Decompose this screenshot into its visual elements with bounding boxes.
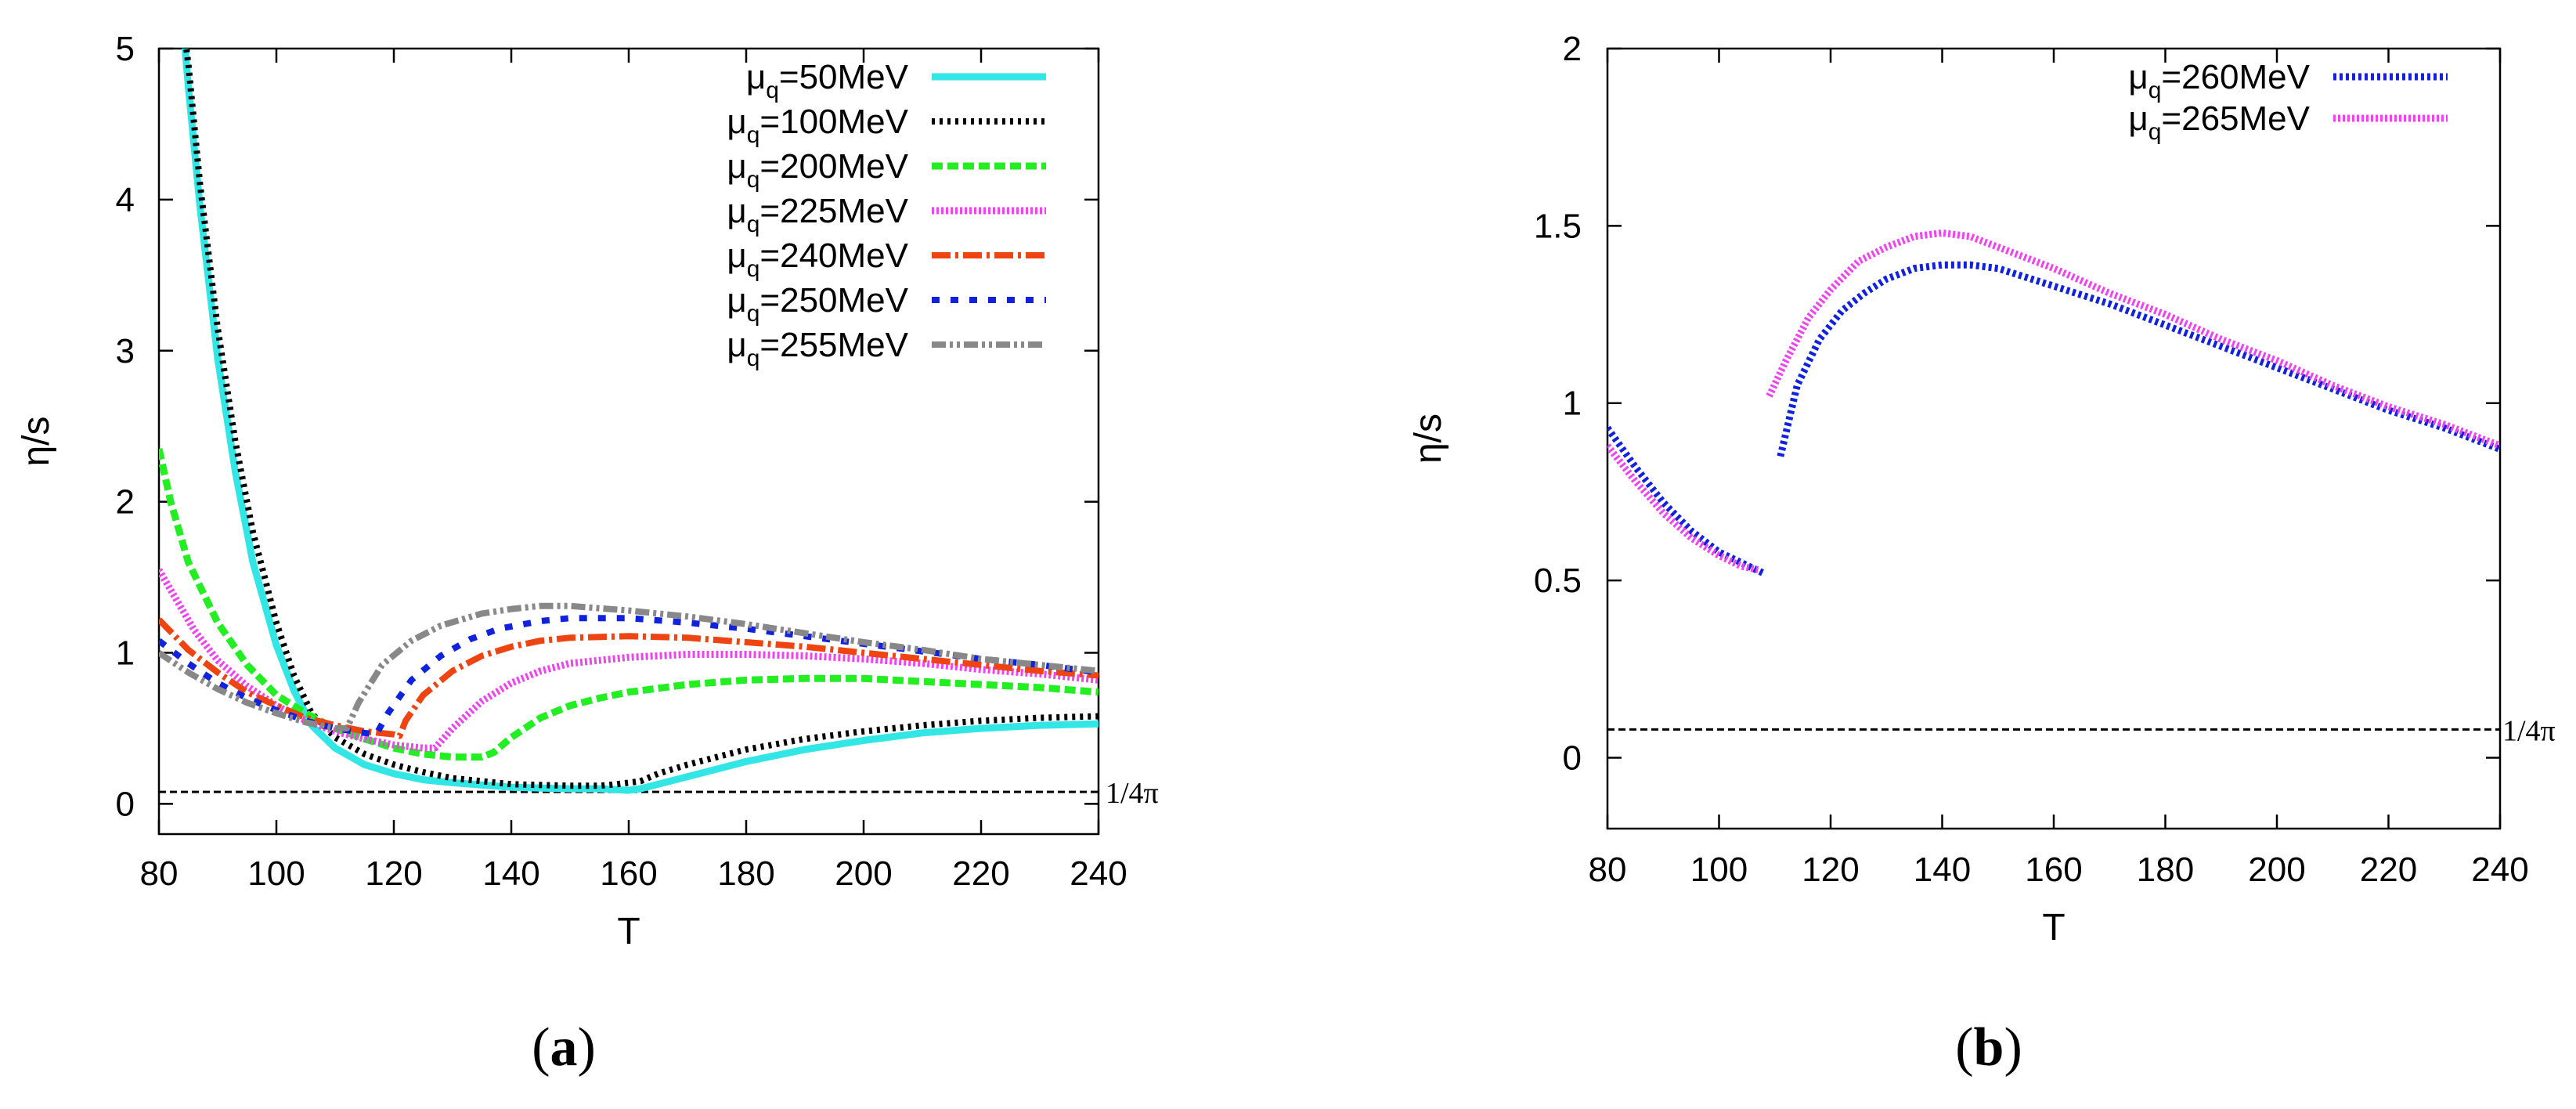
legend-value: =265MeV xyxy=(2161,99,2310,138)
x-tick-label: 120 xyxy=(365,854,422,893)
x-tick-label: 180 xyxy=(717,854,774,893)
x-tick-label: 80 xyxy=(1589,851,1627,889)
x-axis-label: T xyxy=(617,911,640,952)
legend-entry-label: μq=240MeV xyxy=(727,237,908,282)
caption-paren-close: ) xyxy=(2004,1017,2022,1078)
legend-entry-label: μq=50MeV xyxy=(746,58,909,103)
legend-mu: μ xyxy=(727,147,746,186)
y-tick-label: 1 xyxy=(116,634,135,673)
legend-entry-label: μq=255MeV xyxy=(727,326,908,371)
legend-mu: μ xyxy=(727,237,746,275)
y-tick-label: 2 xyxy=(1563,30,1582,68)
legend-value: =200MeV xyxy=(759,147,908,186)
legend-subscript: q xyxy=(747,345,760,371)
legend-entry-label: μq=250MeV xyxy=(727,281,908,327)
series-line-a-6 xyxy=(159,602,1099,732)
plot-frame-b xyxy=(1606,47,2502,830)
legend-value: =225MeV xyxy=(759,192,908,230)
legend-value: =50MeV xyxy=(779,58,909,96)
series-line-a-3 xyxy=(159,568,1099,752)
reference-line-label: 1/4π xyxy=(2502,714,2556,747)
x-tick-label: 240 xyxy=(2471,851,2528,889)
legend-subscript: q xyxy=(766,78,779,103)
legend-value: =255MeV xyxy=(759,326,908,364)
series-line-b-0-seg1 xyxy=(1777,261,2500,457)
y-tick-label: 2 xyxy=(116,483,135,522)
x-tick-label: 120 xyxy=(1802,851,1859,889)
legend-mu: μ xyxy=(746,58,766,96)
series-line-b-0-seg0 xyxy=(1607,425,1766,577)
x-tick-label: 200 xyxy=(2248,851,2305,889)
y-tick-label: 0 xyxy=(1563,739,1582,777)
legend-mu: μ xyxy=(2128,58,2148,96)
caption-paren-open: ( xyxy=(1955,1017,1973,1078)
legend-subscript: q xyxy=(2148,119,2162,145)
series-line-b-1-seg0 xyxy=(1607,443,1759,573)
reference-line-label: 1/4π xyxy=(1106,777,1159,810)
legend-mu: μ xyxy=(2128,99,2148,138)
y-tick-label: 1.5 xyxy=(1534,207,1582,245)
chart-panel-b: 80 100 120 140 160 180 200 220 240 0 0.5 1 1.5 2 Tη/s 1… xyxy=(1408,30,2556,1078)
legend-value: =100MeV xyxy=(759,103,908,141)
y-tick-label: 3 xyxy=(116,332,135,370)
panel-caption: (a) xyxy=(532,1017,596,1078)
legend-value: =250MeV xyxy=(759,281,908,320)
x-tick-label: 220 xyxy=(2360,851,2417,889)
series-line-b-1-seg1 xyxy=(1766,229,2500,450)
y-axis-label: η/s xyxy=(16,416,57,466)
legend-mu: μ xyxy=(727,326,746,364)
legend-subscript: q xyxy=(2148,78,2162,103)
legend-entry-label: μq=260MeV xyxy=(2128,58,2310,103)
series-line-a-4 xyxy=(159,617,1099,739)
legend-subscript: q xyxy=(747,256,760,282)
legend-subscript: q xyxy=(747,211,760,237)
chart-panel-a: 80 100 120 140 160 180 200 220 240 0 1 2 3 4 5 Tη/s 1/4π… xyxy=(16,30,1159,1078)
x-tick-label: 200 xyxy=(835,854,892,893)
legend-subscript: q xyxy=(747,167,760,193)
series-line-a-1 xyxy=(182,49,1099,789)
legend-entry-label: μq=265MeV xyxy=(2128,99,2310,145)
x-tick-label: 80 xyxy=(140,854,179,893)
legend-subscript: q xyxy=(747,301,760,327)
x-tick-label: 140 xyxy=(1914,851,1971,889)
y-axis-label: η/s xyxy=(1408,414,1449,464)
legend-entry-label: μq=100MeV xyxy=(727,103,908,148)
x-tick-label: 100 xyxy=(247,854,305,893)
x-tick-label: 140 xyxy=(482,854,539,893)
legend-entry-label: μq=200MeV xyxy=(727,147,908,193)
legend-value: =260MeV xyxy=(2161,58,2310,96)
y-tick-label: 4 xyxy=(116,181,135,219)
x-tick-label: 220 xyxy=(952,854,1009,893)
series-line-a-0 xyxy=(181,49,1099,794)
series-line-a-2 xyxy=(159,448,1099,761)
x-tick-label: 180 xyxy=(2137,851,2194,889)
x-tick-label: 160 xyxy=(600,854,657,893)
x-axis-label: T xyxy=(2042,907,2065,948)
x-tick-label: 100 xyxy=(1690,851,1748,889)
legend-entry-label: μq=225MeV xyxy=(727,192,908,237)
x-tick-label: 240 xyxy=(1070,854,1127,893)
legend-mu: μ xyxy=(727,103,746,141)
legend-mu: μ xyxy=(727,281,746,320)
caption-paren-open: ( xyxy=(532,1017,550,1078)
y-tick-label: 0.5 xyxy=(1534,562,1582,600)
legend-value: =240MeV xyxy=(759,237,908,275)
y-tick-label: 5 xyxy=(116,30,135,68)
y-tick-label: 0 xyxy=(116,785,135,823)
x-tick-label: 160 xyxy=(2025,851,2082,889)
legend-subscript: q xyxy=(747,122,760,148)
caption-letter: a xyxy=(550,1017,578,1078)
caption-letter: b xyxy=(1974,1017,2004,1078)
caption-paren-close: ) xyxy=(578,1017,596,1078)
legend-mu: μ xyxy=(727,192,746,230)
panel-caption: (b) xyxy=(1955,1017,2022,1078)
y-tick-label: 1 xyxy=(1563,385,1582,423)
